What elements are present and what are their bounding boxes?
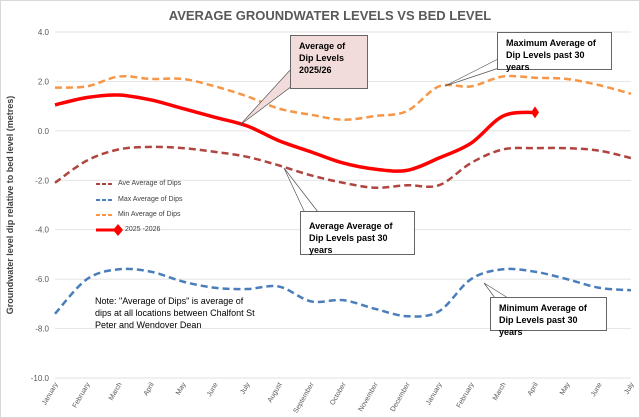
y-tick-label: 2.0 [38,77,50,86]
x-tick-label: February [456,381,476,409]
annotation: Minimum Average of Dip Levels past 30 ye… [490,297,607,337]
x-tick-label: July [239,381,252,396]
legend-label: Max Average of Dips [118,196,183,203]
x-tick-label: May [559,381,572,396]
legend [96,183,123,236]
x-tick-label: March [492,381,508,401]
legend-label: Min Average of Dips [118,211,181,218]
legend-swatch [113,224,123,236]
x-tick-label: June [206,381,220,398]
x-tick-label: April [527,381,540,397]
y-tick-label: -2.0 [35,176,49,185]
x-tick-label: April [143,381,156,397]
annotation: Average of Dip Levels 2025/26 [290,35,368,89]
y-tick-label: -8.0 [35,325,49,334]
x-tick-label: August [267,381,284,403]
x-tick-label: September [293,381,317,415]
y-tick-label: 0.0 [38,127,50,136]
y-tick-label: -4.0 [35,226,49,235]
x-tick-label: February [72,381,92,409]
point-marker [531,106,539,119]
x-tick-label: March [108,381,124,401]
series-line [54,267,632,318]
series-line [54,74,632,121]
chart-title: AVERAGE GROUNDWATER LEVELS VS BED LEVEL [169,8,491,23]
y-axis-label: Groundwater level dip relative to bed le… [5,96,15,315]
x-tick-label: October [329,381,348,407]
series-line [54,93,536,173]
y-tick-label: -10.0 [31,374,50,383]
y-tick-label: -6.0 [35,275,49,284]
series-line [54,145,632,189]
x-tick-label: July [623,381,636,396]
callout-pointer [483,282,510,299]
x-tick-label: June [590,381,604,398]
legend-label: Ave Average of Dips [118,180,182,187]
x-tick-label: January [41,381,60,406]
callout-pointer [444,57,506,87]
annotation: Maximum Average of Dip Levels past 30 ye… [497,32,612,72]
y-tick-label: 4.0 [38,28,50,37]
x-tick-label: December [390,381,413,413]
x-tick-label: November [358,381,381,413]
note: Note: "Average of Dips" is average of di… [95,296,255,330]
legend-label: 2025 -2026 [125,226,161,233]
x-tick-label: May [175,381,188,396]
annotation: Average Average of Dip Levels past 30 ye… [300,211,415,255]
x-tick-label: January [425,381,444,406]
